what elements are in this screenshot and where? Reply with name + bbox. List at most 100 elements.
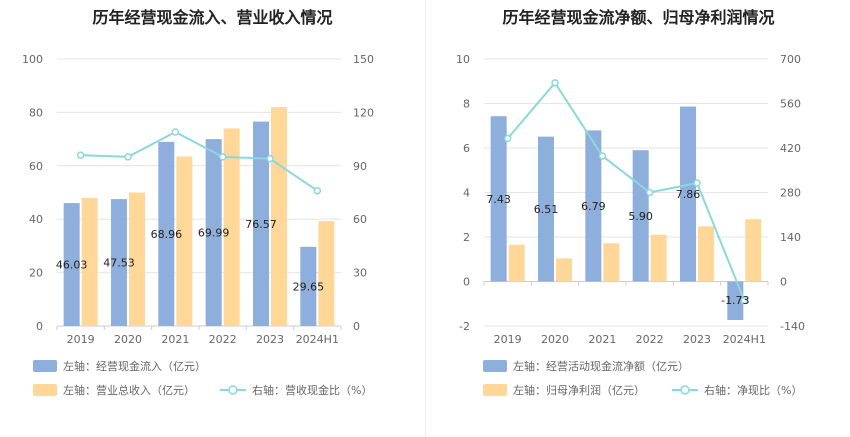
right-y-left-tick: -2: [459, 320, 470, 333]
left-y-left-tick: 100: [22, 53, 43, 66]
right-y-left-tick: 10: [456, 53, 470, 66]
left-x-tick-label: 2022: [209, 333, 237, 346]
left-bar-secondary: [271, 107, 287, 326]
right-ratio-point: [645, 188, 654, 197]
right-legend-line-marker: [680, 385, 690, 395]
left-legend-label-primary: 左轴：经营现金流入（亿元）: [63, 359, 206, 373]
right-bar-secondary: [603, 243, 620, 282]
right-y-right-tick: 0: [780, 276, 787, 289]
left-ratio-point: [124, 153, 132, 161]
right-ratio-point: [551, 79, 559, 87]
right-y-right-tick: 700: [780, 53, 801, 66]
right-y-left-tick: 8: [463, 98, 470, 111]
right-y-left-tick: 0: [463, 276, 470, 289]
left-ratio-point: [266, 154, 274, 163]
right-x-tick-label: 2022: [636, 333, 664, 346]
left-y-right-tick: 90: [353, 160, 367, 173]
left-ratio-point: [313, 186, 322, 195]
right-ratio-point: [598, 152, 607, 160]
left-ratio-point: [171, 128, 180, 136]
left-bar-primary: [158, 141, 175, 326]
right-data-label: 7.43: [486, 193, 511, 206]
right-x-tick-label: 2019: [494, 333, 522, 346]
left-data-label: 29.65: [293, 280, 325, 293]
left-y-right-tick: 120: [353, 106, 374, 119]
left-x-tick-label: 2019: [67, 333, 95, 346]
right-data-label: 6.79: [581, 200, 606, 213]
left-y-left-tick: 20: [29, 267, 43, 280]
left-y-left-tick: 80: [29, 106, 43, 119]
right-data-label: 7.86: [676, 188, 701, 201]
right-y-right-tick: 140: [780, 231, 801, 244]
right-chart-title: 历年经营现金流净额、归母净利润情况: [502, 8, 775, 27]
left-y-right-tick: 30: [353, 267, 367, 280]
right-x-tick-label: 2021: [588, 333, 616, 346]
left-legend-label-line: 右轴：营收现金比（%）: [252, 383, 372, 397]
right-bar-secondary: [745, 219, 762, 282]
right-bar-primary: [490, 116, 507, 282]
left-bar-secondary: [129, 192, 145, 326]
right-x-tick-label: 2024H1: [723, 333, 766, 346]
left-chart-title: 历年经营现金流入、营业收入情况: [92, 8, 333, 27]
left-chart-svg: 0 20 40 60 80 100 0 30 60 90 120 150 2019 2020 2021 202…: [22, 53, 374, 397]
left-data-label: 47.53: [103, 257, 135, 270]
right-legend-label-secondary: 左轴：归母净利润（亿元）: [513, 383, 645, 397]
left-data-label: 68.96: [151, 228, 183, 241]
right-legend-swatch-primary: [483, 360, 507, 372]
right-bar-primary: [727, 281, 744, 320]
left-chart-panel: 历年经营现金流入、营业收入情况 0 20 40 60 80 100 0 30 60 90 120 15…: [22, 8, 374, 397]
left-legend-label-secondary: 左轴：营业总收入（亿元）: [63, 383, 195, 397]
right-y-left-tick: 2: [463, 231, 470, 244]
left-bar-secondary: [223, 128, 240, 326]
right-x-tick-label: 2023: [683, 333, 711, 346]
left-data-label: 69.99: [198, 227, 230, 240]
left-y-right-tick: 0: [353, 320, 360, 333]
left-y-right-tick: 60: [353, 213, 367, 226]
right-y-right-tick: 420: [780, 142, 801, 155]
right-y-right-tick: 280: [780, 187, 801, 200]
right-legend-label-primary: 左轴：经营活动现金流净额（亿元）: [513, 359, 689, 373]
right-bar-secondary: [650, 234, 667, 282]
right-bar-secondary: [698, 226, 714, 282]
left-bar-secondary: [318, 221, 335, 326]
left-bar-primary: [300, 246, 317, 326]
left-y-left-tick: 40: [29, 213, 43, 226]
right-y-right-tick: 560: [780, 98, 801, 111]
right-ratio-point: [503, 134, 512, 143]
right-data-label: -1.73: [721, 294, 749, 307]
left-y-left-tick: 0: [36, 320, 43, 333]
left-ratio-point: [76, 151, 85, 159]
right-y-left-tick: 4: [463, 187, 470, 200]
right-bar-primary: [680, 106, 696, 282]
left-ratio-point: [218, 153, 227, 161]
left-data-label: 46.03: [56, 259, 88, 272]
right-x-tick-label: 2020: [541, 333, 569, 346]
right-ratio-point: [740, 296, 749, 305]
right-y-right-tick: -140: [780, 320, 805, 333]
left-ratio-line: [80, 130, 318, 192]
panel-divider: [425, 0, 426, 437]
right-legend-label-line: 右轴：净现比（%）: [704, 383, 802, 397]
left-x-tick-label: 2021: [161, 333, 189, 346]
left-x-tick-label: 2023: [256, 333, 284, 346]
left-y-left-tick: 60: [29, 160, 43, 173]
left-bar-secondary: [176, 156, 193, 326]
right-ratio-point: [693, 179, 701, 187]
right-chart-panel: 历年经营现金流净额、归母净利润情况 -2 0 2 4 6 8 10 -140 0 140 280 42…: [427, 0, 850, 437]
right-legend-swatch-secondary: [483, 384, 507, 396]
left-legend-swatch-primary: [33, 360, 57, 372]
right-bar-secondary: [556, 258, 572, 282]
left-bar-primary: [253, 121, 269, 326]
left-x-tick-label: 2024H1: [296, 333, 339, 346]
left-bar-primary: [205, 139, 222, 326]
left-legend-swatch-secondary: [33, 384, 57, 396]
left-x-tick-label: 2020: [114, 333, 142, 346]
left-y-right-tick: 150: [353, 53, 374, 66]
right-y-left-tick: 6: [463, 142, 470, 155]
right-data-label: 6.51: [534, 203, 559, 216]
right-chart-svg: -2 0 2 4 6 8 10 -140 0 140 280 420 560 700 2019 2020 202…: [456, 53, 805, 397]
left-bar-primary: [63, 203, 80, 326]
left-bar-secondary: [81, 197, 98, 326]
right-bar-primary: [585, 130, 602, 282]
